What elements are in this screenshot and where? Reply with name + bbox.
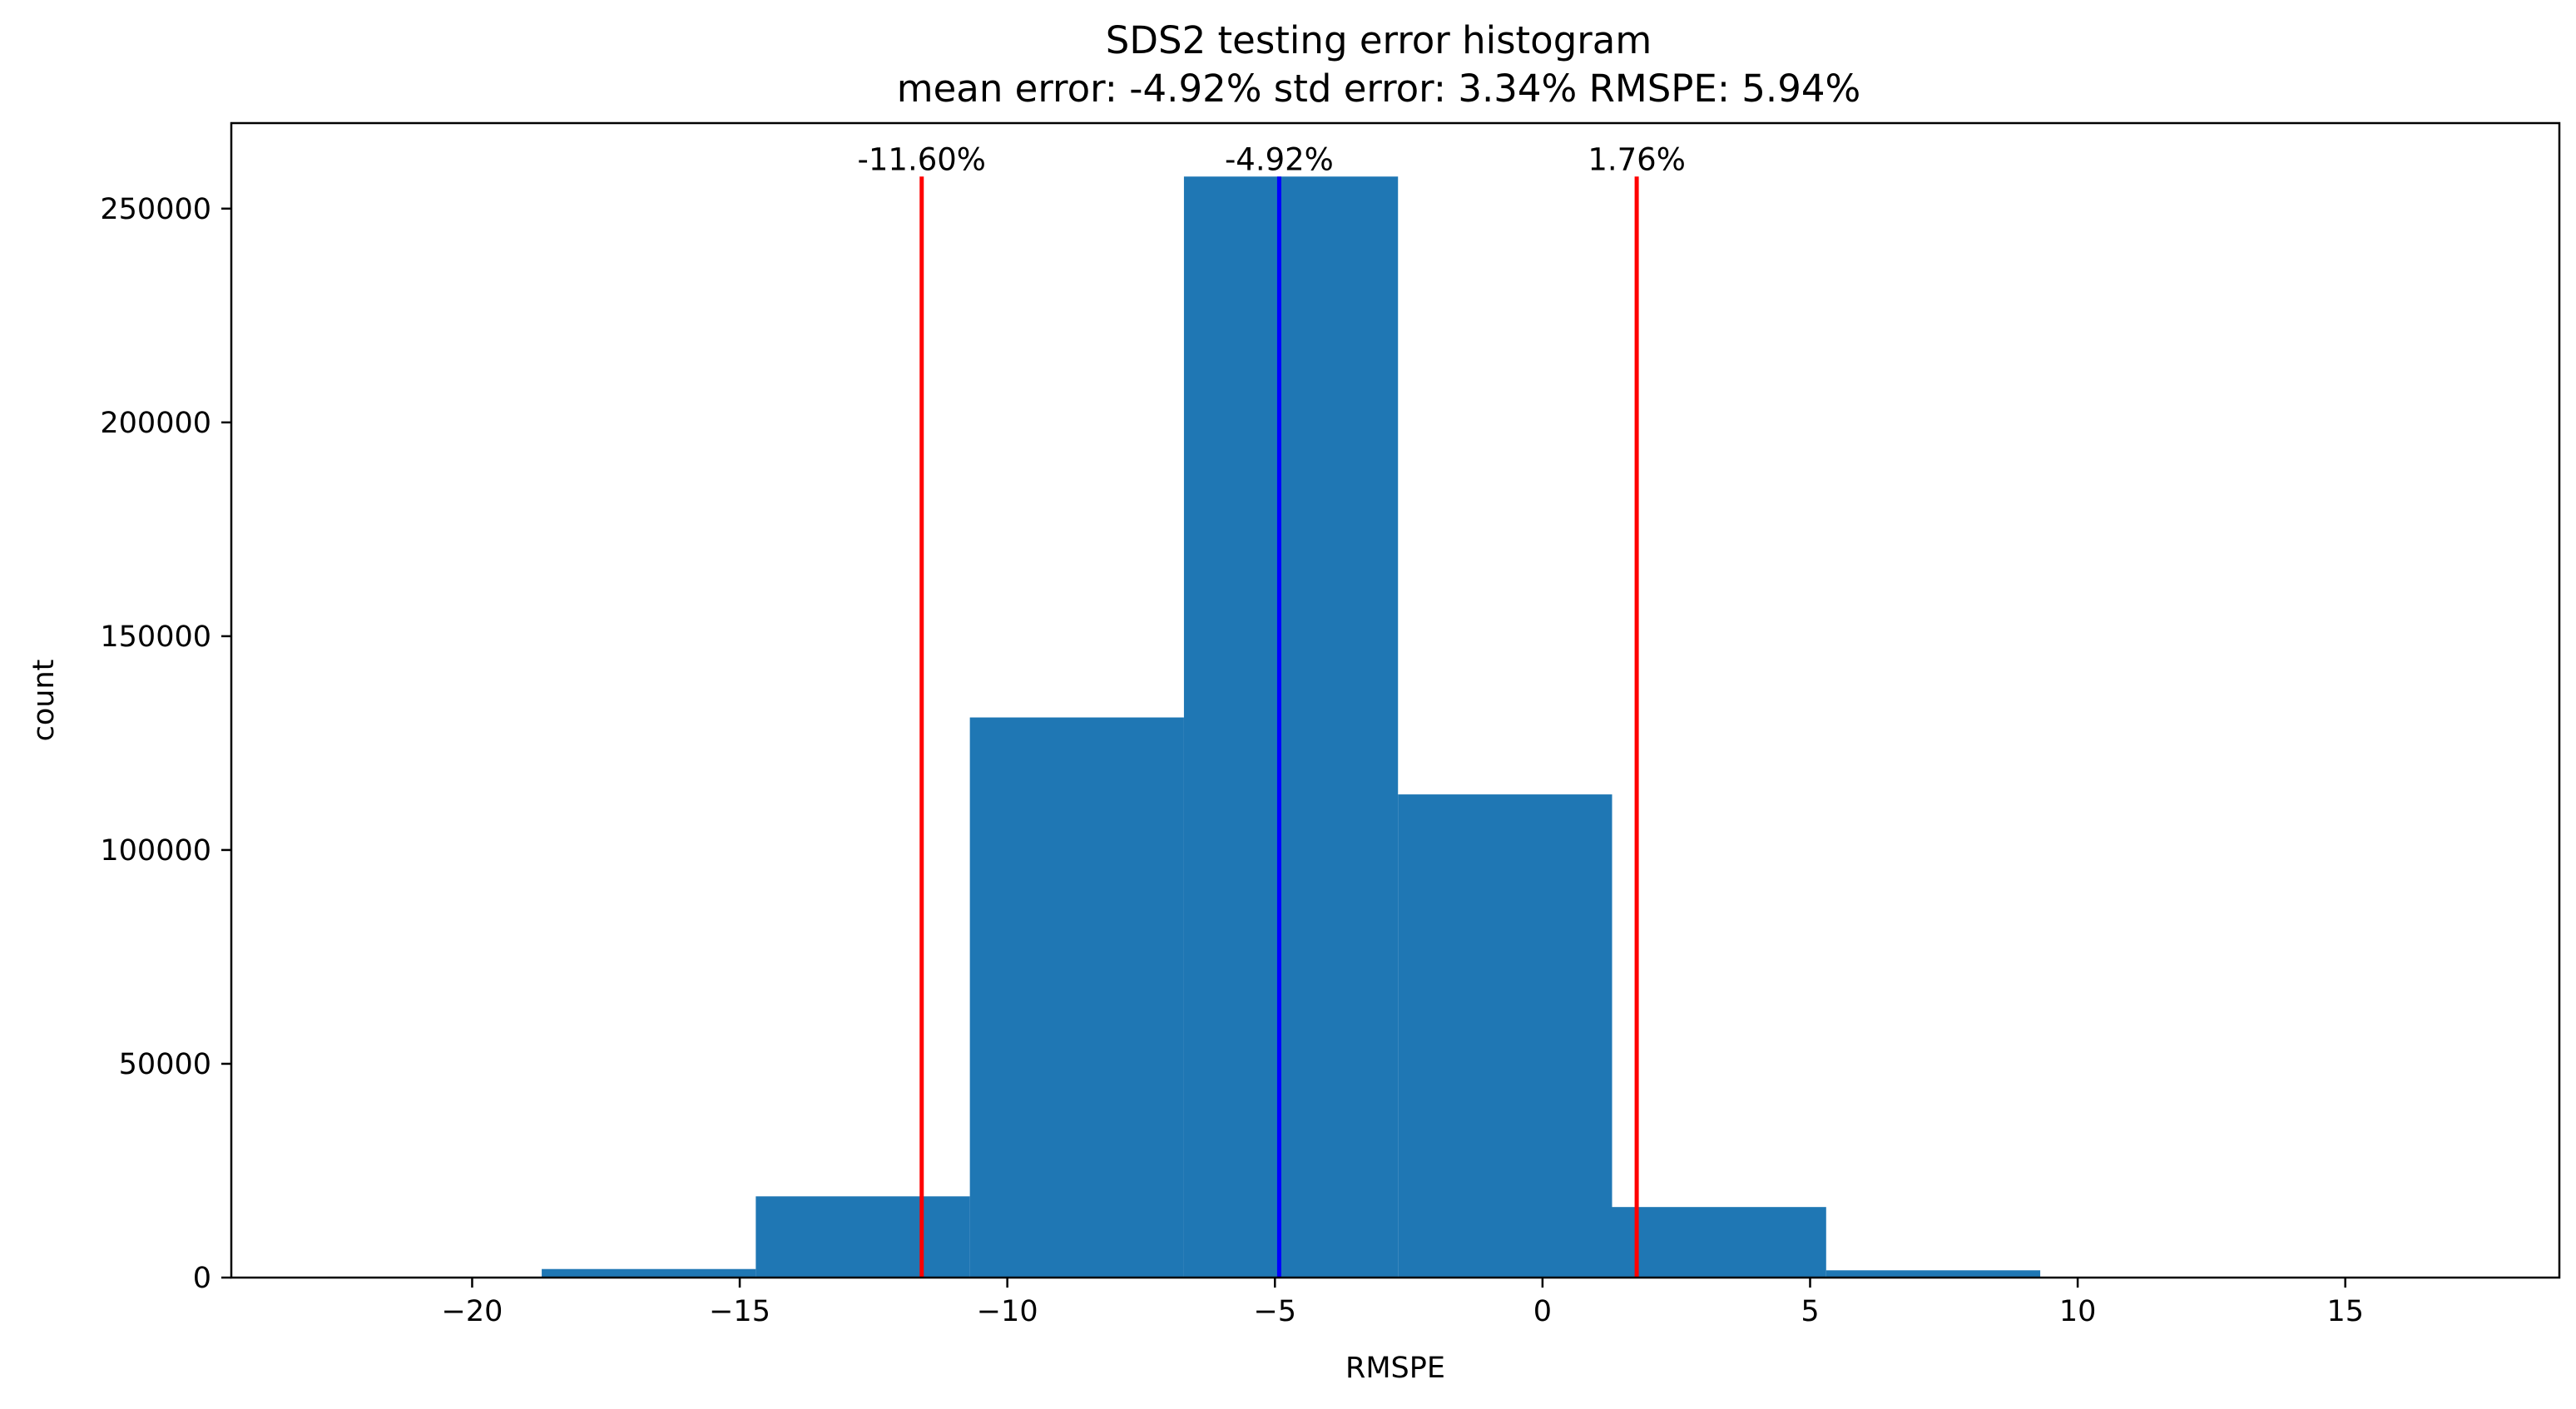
y-axis-ticks: 0 50000 100000 150000 200000 250000: [100, 193, 231, 1295]
x-tick-label: 10: [2059, 1295, 2097, 1328]
chart-subtitle: mean error: -4.92% std error: 3.34% RMSP…: [897, 67, 1861, 111]
histogram-bar: [1398, 794, 1612, 1278]
x-axis-ticks: −20 −15 −10 −5 0 5 10 15: [442, 1278, 2364, 1328]
y-tick-label: 100000: [100, 834, 211, 868]
reference-line-label: 1.76%: [1588, 141, 1686, 177]
y-tick-label: 0: [193, 1262, 211, 1295]
x-tick-label: −20: [442, 1295, 503, 1328]
y-tick-label: 150000: [100, 620, 211, 654]
histogram-bar: [1183, 176, 1399, 1278]
x-tick-label: −15: [709, 1295, 770, 1328]
histogram-bars: [327, 176, 2469, 1278]
reference-lines: -11.60% -4.92% 1.76%: [858, 141, 1686, 1278]
histogram-bar: [1612, 1207, 1826, 1278]
y-tick-label: 250000: [100, 193, 211, 226]
plot-frame: [230, 121, 2561, 1279]
reference-line-label: -11.60%: [858, 141, 986, 177]
histogram-bar: [755, 1196, 970, 1278]
chart-title: SDS2 testing error histogram: [1106, 18, 1652, 62]
x-tick-label: 15: [2326, 1295, 2364, 1328]
histogram-bar: [969, 717, 1184, 1278]
y-tick-label: 50000: [119, 1048, 211, 1081]
x-tick-label: 0: [1533, 1295, 1552, 1328]
y-tick-label: 200000: [100, 407, 211, 440]
x-tick-label: 5: [1801, 1295, 1819, 1328]
x-tick-label: −5: [1253, 1295, 1296, 1328]
x-axis-label: RMSPE: [1345, 1352, 1445, 1385]
histogram-bar: [1825, 1270, 2041, 1278]
y-axis-label: count: [27, 660, 61, 742]
reference-line-label: -4.92%: [1225, 141, 1334, 177]
x-tick-label: −10: [977, 1295, 1038, 1328]
histogram-bar: [542, 1268, 756, 1278]
